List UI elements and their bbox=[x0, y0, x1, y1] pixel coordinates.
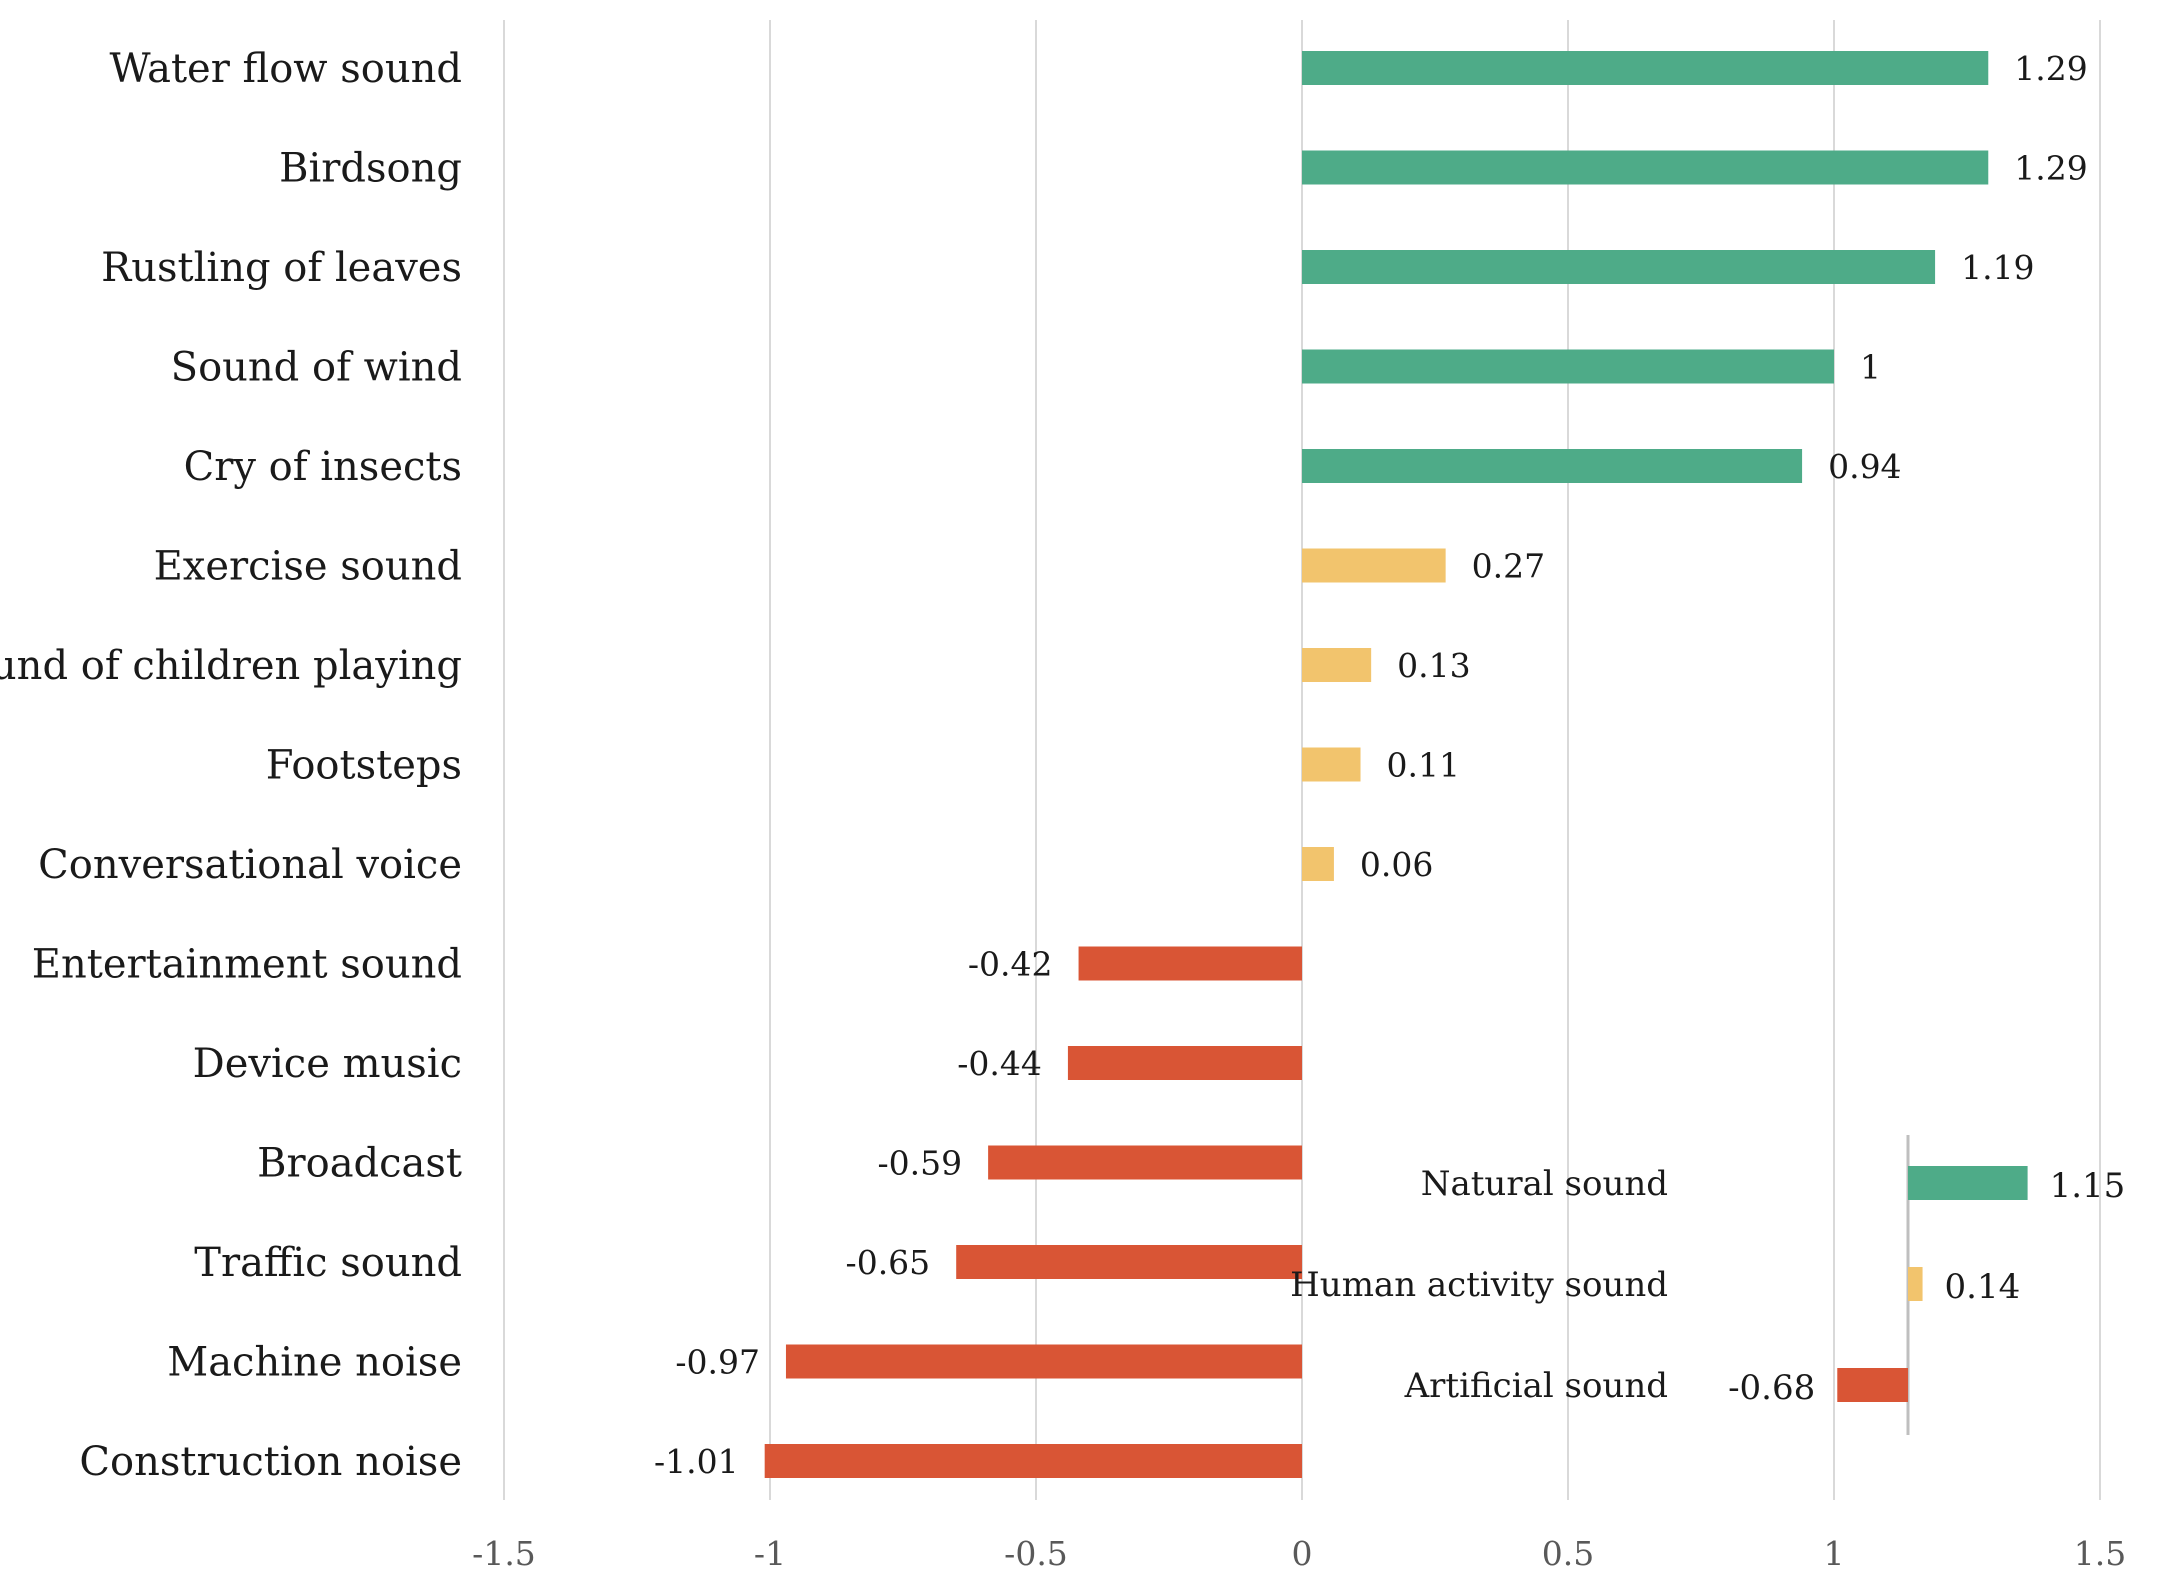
category-label: Birdsong bbox=[279, 146, 462, 192]
bar bbox=[988, 1145, 1302, 1180]
value-label: -0.59 bbox=[877, 1144, 962, 1183]
category-label: Traffic sound bbox=[194, 1240, 462, 1286]
inset-value-label: 1.15 bbox=[2050, 1166, 2126, 1206]
bar bbox=[764, 1444, 1302, 1478]
bar bbox=[1302, 847, 1334, 881]
x-tick-label: 0 bbox=[1292, 1534, 1313, 1573]
category-label: Device music bbox=[193, 1041, 462, 1087]
category-label: Cry of insects bbox=[184, 444, 462, 490]
bar bbox=[1302, 548, 1446, 583]
inset-category-label: Natural sound bbox=[1421, 1164, 1668, 1204]
x-axis-ticks: -1.5 -1 -0.5 0 0.5 1 1.5 bbox=[472, 1534, 2126, 1573]
value-label: -0.44 bbox=[957, 1044, 1042, 1083]
bar bbox=[956, 1245, 1302, 1279]
category-label: Entertainment sound bbox=[32, 942, 462, 988]
value-label: -1.01 bbox=[654, 1442, 739, 1481]
x-tick-label: -0.5 bbox=[1004, 1534, 1068, 1573]
inset-bar bbox=[1908, 1267, 1923, 1301]
inset-value-label: -0.68 bbox=[1728, 1368, 1815, 1408]
category-label: Sound of wind bbox=[171, 345, 462, 391]
x-tick-label: -1.5 bbox=[472, 1534, 536, 1573]
value-label: 1.29 bbox=[2014, 149, 2087, 188]
bar bbox=[1302, 150, 1989, 185]
bar bbox=[1302, 250, 1936, 284]
main-labels: Water flow sound 1.29 Birdsong 1.29 Rustling… bbox=[0, 46, 2088, 1485]
value-label: 1.19 bbox=[1961, 248, 2034, 287]
value-label: 1 bbox=[1860, 348, 1881, 387]
category-label: Rustling of leaves bbox=[101, 245, 462, 291]
inset-bar bbox=[1908, 1166, 2028, 1200]
x-tick-label: 1 bbox=[1824, 1534, 1845, 1573]
value-label: -0.42 bbox=[968, 945, 1053, 984]
main-bars bbox=[764, 51, 1989, 1478]
value-label: 0.13 bbox=[1397, 646, 1470, 685]
value-label: 1.29 bbox=[2014, 49, 2087, 88]
category-label: Construction noise bbox=[79, 1439, 462, 1485]
value-label: -0.97 bbox=[675, 1343, 760, 1382]
category-label: Exercise sound bbox=[154, 544, 462, 590]
bar bbox=[1302, 349, 1834, 384]
value-label: 0.94 bbox=[1828, 447, 1901, 486]
category-label: Broadcast bbox=[257, 1141, 462, 1187]
inset-category-label: Human activity sound bbox=[1290, 1265, 1668, 1305]
inset-category-label: Artificial sound bbox=[1404, 1366, 1668, 1406]
category-label: Sound of children playing bbox=[0, 643, 462, 689]
value-label: 0.11 bbox=[1387, 746, 1460, 785]
bar bbox=[1078, 946, 1302, 981]
x-tick-label: -1 bbox=[754, 1534, 786, 1573]
bar bbox=[1302, 648, 1372, 682]
value-label: 0.06 bbox=[1360, 845, 1433, 884]
category-label: Conversational voice bbox=[38, 842, 462, 888]
inset-chart: Natural sound 1.15 Human activity sound 0.1… bbox=[1290, 1135, 2125, 1435]
category-label: Water flow sound bbox=[109, 46, 462, 92]
bar bbox=[1302, 51, 1989, 85]
bar bbox=[1302, 449, 1803, 483]
inset-value-label: 0.14 bbox=[1945, 1267, 2021, 1307]
bar bbox=[1067, 1046, 1302, 1080]
inset-bar bbox=[1837, 1368, 1908, 1402]
bar bbox=[785, 1344, 1302, 1379]
value-label: 0.27 bbox=[1472, 547, 1545, 586]
category-label: Machine noise bbox=[167, 1340, 462, 1386]
value-label: -0.65 bbox=[846, 1243, 931, 1282]
x-tick-label: 1.5 bbox=[2074, 1534, 2126, 1573]
x-tick-label: 0.5 bbox=[1542, 1534, 1594, 1573]
category-label: Footsteps bbox=[266, 743, 462, 789]
bar bbox=[1302, 747, 1361, 782]
